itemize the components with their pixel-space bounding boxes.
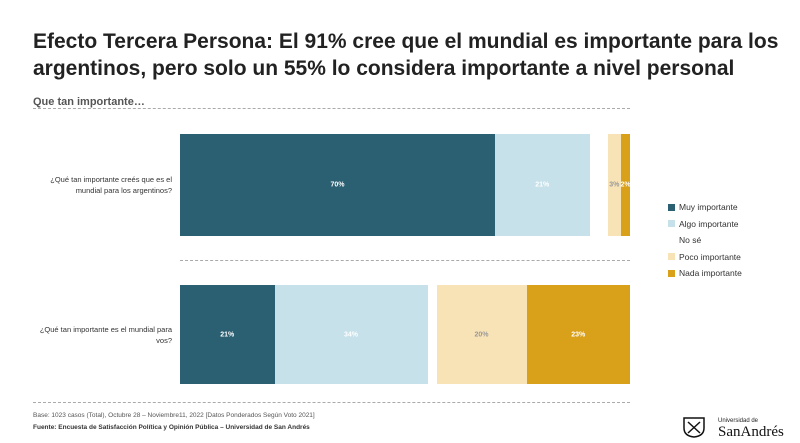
legend-label: Nada importante — [679, 268, 742, 278]
bar-segment — [495, 134, 590, 236]
base-note: Base: 1023 casos (Total), Octubre 28 – N… — [33, 412, 315, 419]
legend-label: Poco importante — [679, 251, 741, 262]
legend-label: Muy importante — [679, 202, 738, 212]
bar-segment — [589, 134, 608, 236]
value-label: 34% — [343, 331, 359, 338]
value-label: 21% — [535, 181, 550, 189]
logo-icon — [683, 417, 705, 438]
legend-swatch — [668, 220, 675, 227]
bar-segment — [436, 285, 527, 384]
legend-item: Muy importante — [668, 202, 738, 212]
legend-label: Algo importante — [679, 218, 739, 229]
legend-item: Poco importante — [668, 252, 741, 262]
legend-swatch — [668, 253, 675, 260]
legend-swatch — [668, 236, 675, 244]
source-note: Fuente: Encuesta de Satisfacción Polític… — [33, 424, 310, 431]
divider — [33, 108, 630, 109]
bar-segment — [607, 134, 621, 236]
category-label: ¿Qué tan importante es el mundial para v… — [39, 324, 172, 345]
bar-segment — [526, 285, 630, 384]
legend-swatch — [668, 203, 675, 211]
bar-segment — [180, 285, 275, 384]
bar-segment — [180, 134, 495, 236]
bar-segment — [274, 285, 428, 384]
category-label: ¿Qué tan importante creés que es el mund… — [50, 175, 172, 195]
legend-item: No sé — [668, 235, 701, 245]
bar-segment — [427, 285, 437, 384]
logo-text: Universidad de — [718, 418, 759, 424]
value-label: 70% — [330, 181, 345, 189]
value-label: 2% — [620, 181, 631, 189]
legend-label: No sé — [679, 235, 702, 245]
legend-item: Nada importante — [668, 268, 742, 278]
value-label: 21% — [220, 331, 235, 338]
chart-subtitle: Que tan importante… — [33, 96, 145, 108]
chart-title: Efecto Tercera Persona: El 91% cree que … — [33, 30, 779, 80]
value-label: 20% — [474, 331, 489, 338]
bar-segment — [621, 134, 630, 236]
logo-text: SanAndrés — [718, 424, 784, 440]
divider — [180, 260, 630, 261]
legend-item: Algo importante — [668, 219, 739, 229]
legend-swatch — [668, 269, 675, 277]
value-label: 23% — [571, 331, 586, 338]
value-label: 3% — [609, 181, 620, 189]
divider — [33, 402, 630, 403]
